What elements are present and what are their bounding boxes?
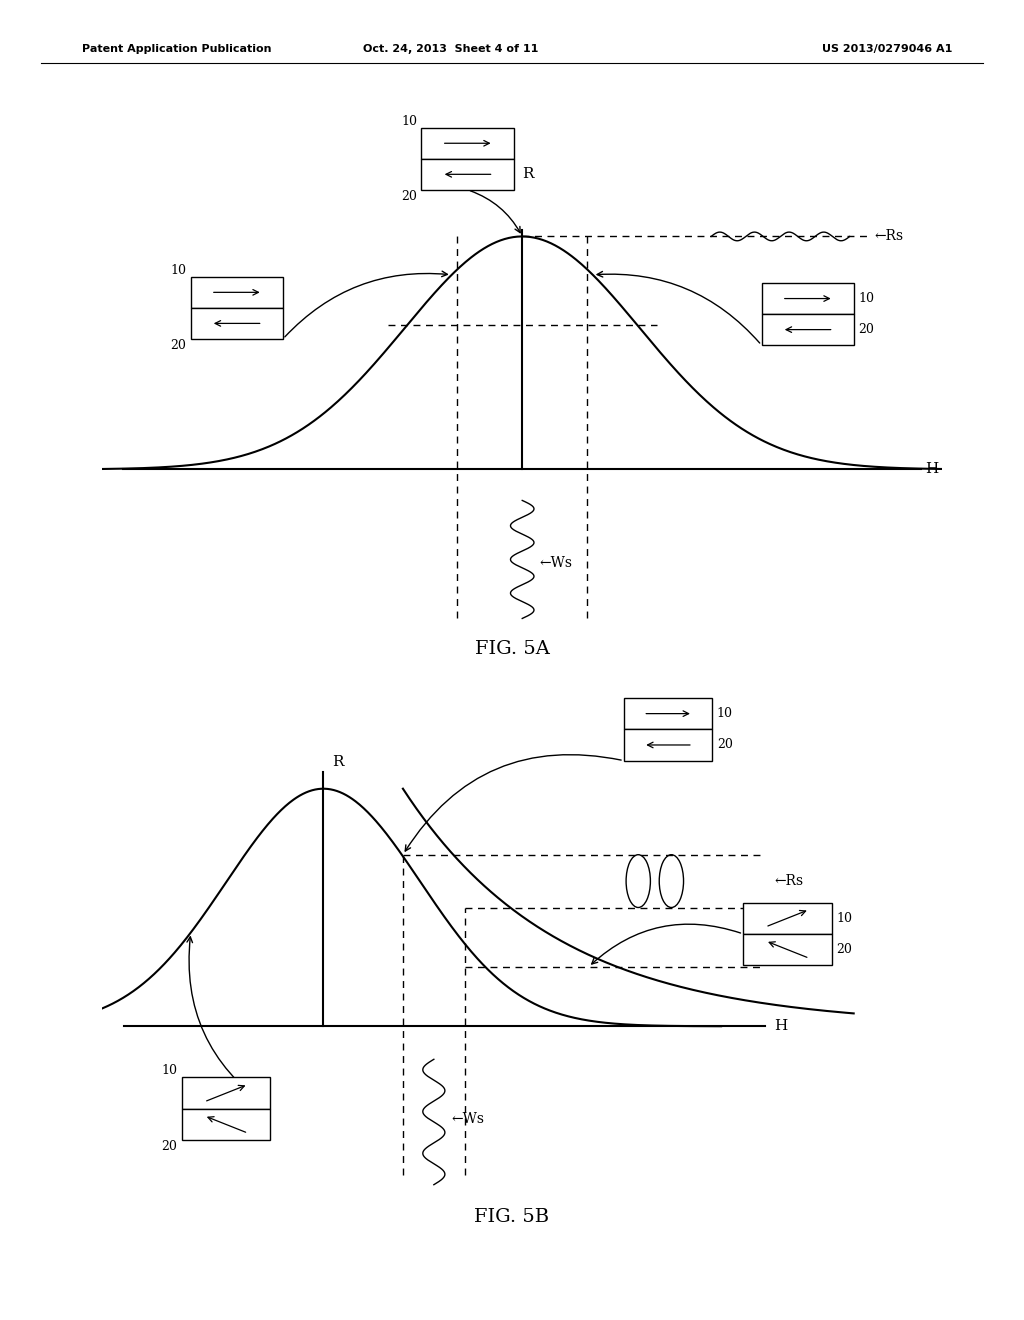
Text: 20: 20 [836,942,852,956]
Text: 20: 20 [717,738,732,751]
Text: 10: 10 [401,115,418,128]
Text: Oct. 24, 2013  Sheet 4 of 11: Oct. 24, 2013 Sheet 4 of 11 [362,44,539,54]
Text: 10: 10 [858,292,874,305]
Text: R: R [332,755,344,768]
Bar [762,282,854,314]
Text: FIG. 5B: FIG. 5B [474,1208,550,1226]
Text: ←Rs: ←Rs [874,230,904,243]
Bar [743,935,831,965]
Text: 10: 10 [162,1064,177,1077]
Bar [762,314,854,345]
Bar [182,1109,270,1140]
Text: H: H [774,1019,787,1034]
Text: 20: 20 [401,190,418,203]
Text: 20: 20 [170,339,186,352]
Text: FIG. 5A: FIG. 5A [474,640,550,659]
Text: R: R [522,168,534,181]
Text: ←Rs: ←Rs [774,874,803,888]
Text: H: H [926,462,939,477]
Text: ←Ws: ←Ws [452,1111,484,1126]
Bar [624,698,713,729]
Bar [422,158,514,190]
Bar [624,729,713,760]
Text: US 2013/0279046 A1: US 2013/0279046 A1 [822,44,952,54]
Text: ←Ws: ←Ws [539,556,572,569]
Bar [190,277,283,308]
Text: 20: 20 [858,323,874,337]
Text: 10: 10 [836,912,852,925]
Text: 10: 10 [170,264,186,277]
Bar [182,1077,270,1109]
Bar [422,128,514,158]
Text: 20: 20 [162,1140,177,1154]
Text: 10: 10 [717,708,733,721]
Bar [743,903,831,935]
Text: Patent Application Publication: Patent Application Publication [82,44,271,54]
Bar [190,308,283,339]
